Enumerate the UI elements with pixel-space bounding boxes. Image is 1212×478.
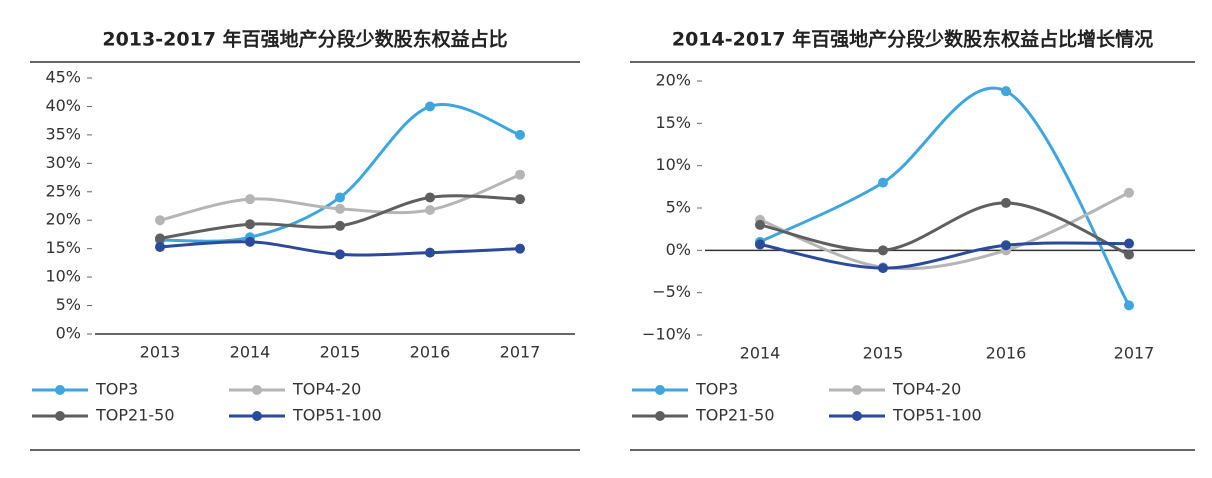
data-point	[878, 263, 888, 274]
data-point	[335, 220, 345, 231]
data-point	[1124, 300, 1134, 311]
legend-label: TOP21-50	[95, 406, 175, 425]
data-point	[878, 245, 888, 256]
x-tick-label: 2016	[986, 344, 1027, 363]
data-point	[1124, 238, 1134, 249]
data-point	[245, 219, 255, 230]
y-tick-label: 20%	[655, 71, 691, 90]
series-line	[759, 191, 1130, 271]
data-point	[155, 215, 165, 226]
legend-label: TOP3	[95, 380, 138, 399]
data-point	[155, 241, 165, 252]
series-line	[759, 201, 1130, 256]
legend-dot	[252, 411, 262, 421]
legend-label: TOP4-20	[892, 380, 961, 399]
y-tick-label: 30%	[45, 153, 81, 172]
data-point	[425, 204, 435, 215]
x-tick-label: 2015	[863, 344, 904, 363]
y-tick-label: 25%	[45, 181, 81, 200]
data-point	[425, 101, 435, 112]
y-tick-label: 15%	[655, 113, 691, 132]
data-point	[755, 219, 765, 230]
series-line	[159, 103, 521, 243]
data-point	[1124, 187, 1134, 198]
y-tick-label: 45%	[45, 68, 81, 87]
legend-label: TOP51-100	[292, 406, 382, 425]
series-line	[759, 241, 1130, 270]
legend-dot	[852, 411, 862, 421]
x-tick-label: 2014	[230, 343, 271, 362]
data-point	[245, 236, 255, 247]
data-point	[155, 233, 165, 244]
data-point	[425, 247, 435, 258]
legend-dot	[655, 411, 665, 421]
data-point	[515, 129, 525, 140]
x-tick-label: 2017	[500, 343, 541, 362]
data-point	[1001, 240, 1011, 251]
y-tick-label: 0%	[666, 240, 691, 259]
y-tick-label: 20%	[45, 210, 81, 229]
x-tick-label: 2016	[410, 343, 451, 362]
x-tick-label: 2015	[320, 343, 361, 362]
legend-dot	[252, 385, 262, 395]
y-tick-label: 5%	[56, 295, 81, 314]
data-point	[1124, 249, 1134, 260]
y-tick-label: −5%	[652, 282, 691, 301]
y-tick-label: 0%	[56, 324, 81, 343]
y-tick-label: 35%	[45, 124, 81, 143]
data-point	[425, 192, 435, 203]
data-point	[755, 239, 765, 250]
data-point	[1001, 86, 1011, 97]
data-point	[515, 243, 525, 254]
legend-dot	[852, 385, 862, 395]
y-tick-label: −10%	[642, 325, 691, 344]
data-point	[515, 194, 525, 205]
data-point	[515, 169, 525, 180]
legend-label: TOP4-20	[292, 380, 361, 399]
x-tick-label: 2014	[740, 344, 781, 363]
x-tick-label: 2013	[140, 343, 181, 362]
legend-dot	[655, 385, 665, 395]
chart-title: 2014-2017 年百强地产分段少数股东权益占比增长情况	[672, 28, 1153, 51]
legend-dot	[55, 385, 65, 395]
data-point	[245, 194, 255, 205]
y-tick-label: 15%	[45, 238, 81, 257]
data-point	[335, 203, 345, 214]
y-tick-label: 10%	[655, 155, 691, 174]
x-tick-label: 2017	[1114, 344, 1155, 363]
data-point	[335, 192, 345, 203]
data-point	[1001, 197, 1011, 208]
y-tick-label: 40%	[45, 96, 81, 115]
y-tick-label: 5%	[666, 198, 691, 217]
series-line	[759, 86, 1131, 307]
legend-dot	[55, 411, 65, 421]
legend-label: TOP3	[695, 380, 738, 399]
chart-title: 2013-2017 年百强地产分段少数股东权益占比	[102, 28, 507, 51]
legend-label: TOP21-50	[695, 406, 775, 425]
data-point	[878, 177, 888, 188]
y-tick-label: 10%	[45, 267, 81, 286]
data-point	[335, 249, 345, 260]
legend-label: TOP51-100	[892, 406, 982, 425]
